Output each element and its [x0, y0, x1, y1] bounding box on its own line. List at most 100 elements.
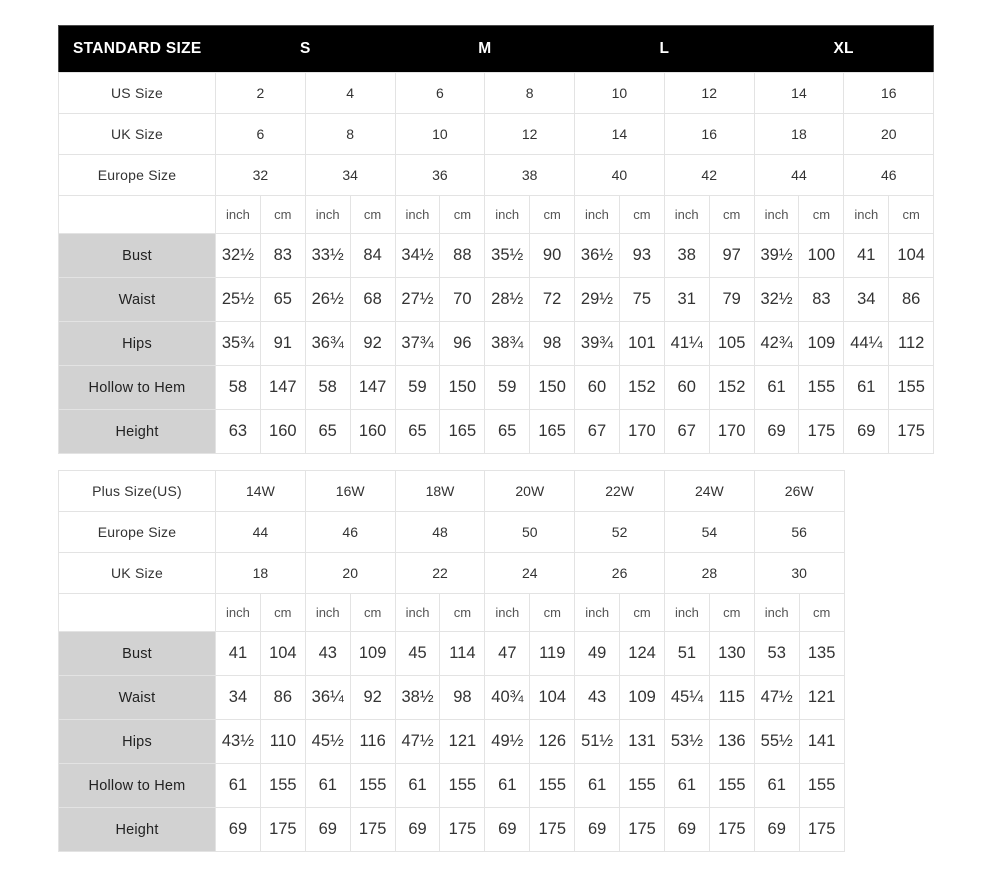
- measure-cell: 91: [259, 321, 306, 366]
- header-group-m: M: [395, 25, 575, 73]
- size-cell: 14W: [215, 470, 306, 512]
- measure-cell: 170: [618, 409, 665, 454]
- measure-cell: 109: [619, 675, 665, 720]
- size-cell: 44: [215, 511, 306, 553]
- measure-cell: 119: [529, 631, 576, 676]
- measure-cell: 114: [439, 631, 486, 676]
- measure-cell: 175: [259, 807, 306, 852]
- table-row: US Size 2 4 6 8 10 12 14 16: [58, 72, 935, 114]
- unit-row: inch cm inch cm inch cm inch cm inch cm inch cm inch…: [58, 195, 935, 234]
- measure-cell: 93: [618, 233, 665, 278]
- measure-cell: 32½: [753, 277, 800, 322]
- size-cell: 10: [394, 113, 486, 155]
- unit-cell-inch: inch: [753, 195, 800, 234]
- row-label: Hollow to Hem: [58, 763, 216, 808]
- table-row: UK Size 18 20 22 24 26 28 30: [58, 552, 845, 594]
- measure-cell: 86: [888, 277, 935, 322]
- table-row: Europe Size 44 46 48 50 52 54 56: [58, 511, 845, 553]
- measure-cell: 27½: [394, 277, 441, 322]
- size-cell: 26W: [753, 470, 845, 512]
- measure-cell: 41¼: [663, 321, 710, 366]
- table-row: Plus Size(US) 14W 16W 18W 20W 22W 24W 26W: [58, 470, 845, 512]
- measure-cell: 49½: [484, 719, 531, 764]
- measure-cell: 105: [708, 321, 755, 366]
- measure-cell: 150: [529, 365, 576, 410]
- measure-cell: 165: [439, 409, 486, 454]
- table-row: Europe Size 32 34 36 38 40 42 44 46: [58, 154, 935, 196]
- size-cell: 42: [663, 154, 755, 196]
- measure-cell: 38: [663, 233, 710, 278]
- measure-cell: 121: [439, 719, 486, 764]
- measure-cell: 25½: [215, 277, 261, 322]
- measure-cell: 175: [349, 807, 396, 852]
- header-title: STANDARD SIZE: [58, 25, 216, 73]
- size-cell: 4: [304, 72, 396, 114]
- measure-cell: 155: [888, 365, 935, 410]
- measure-cell: 109: [798, 321, 845, 366]
- measure-cell: 101: [618, 321, 665, 366]
- measure-cell: 175: [708, 807, 755, 852]
- size-cell: 22: [394, 552, 486, 594]
- row-label: Bust: [58, 631, 216, 676]
- measure-cell: 68: [349, 277, 396, 322]
- header-group-l: L: [574, 25, 755, 73]
- measure-cell: 147: [349, 365, 396, 410]
- measure-cell: 61: [843, 365, 890, 410]
- measure-cell: 69: [753, 409, 800, 454]
- measure-cell: 67: [574, 409, 620, 454]
- size-cell: 14: [574, 113, 665, 155]
- unit-row-label: [58, 195, 216, 234]
- measure-cell: 115: [708, 675, 755, 720]
- measure-cell: 72: [529, 277, 576, 322]
- size-cell: 12: [484, 113, 576, 155]
- measure-cell: 175: [798, 409, 845, 454]
- measure-cell: 141: [798, 719, 845, 764]
- measure-cell: 45½: [304, 719, 351, 764]
- measure-cell: 60: [574, 365, 620, 410]
- header-group-xl: XL: [754, 25, 934, 73]
- row-label: Europe Size: [58, 154, 216, 196]
- size-cell: 22W: [574, 470, 665, 512]
- measure-cell: 155: [349, 763, 396, 808]
- table-row: Hollow to Hem 58 147 58 147 59 150 59 150 60 152 60…: [58, 365, 935, 410]
- unit-cell-cm: cm: [798, 593, 845, 632]
- measure-cell: 69: [215, 807, 261, 852]
- measure-cell: 110: [259, 719, 306, 764]
- size-cell: 46: [304, 511, 396, 553]
- unit-cell-inch: inch: [843, 195, 890, 234]
- measure-cell: 42¾: [753, 321, 800, 366]
- measure-cell: 69: [304, 807, 351, 852]
- measure-cell: 28½: [484, 277, 531, 322]
- unit-cell-cm: cm: [708, 195, 755, 234]
- unit-cell-inch: inch: [304, 593, 351, 632]
- size-cell: 18: [753, 113, 845, 155]
- size-cell: 18W: [394, 470, 486, 512]
- measure-cell: 104: [529, 675, 576, 720]
- measure-cell: 160: [349, 409, 396, 454]
- size-cell: 6: [215, 113, 306, 155]
- measure-cell: 47: [484, 631, 531, 676]
- size-cell: 52: [574, 511, 665, 553]
- unit-cell-inch: inch: [394, 195, 441, 234]
- table-row: Height 63 160 65 160 65 165 65 165 67 170 67 170 69 17…: [58, 409, 935, 454]
- unit-cell-inch: inch: [215, 593, 261, 632]
- size-cell: 24W: [663, 470, 755, 512]
- measure-cell: 49: [574, 631, 621, 676]
- size-cell: 32: [215, 154, 306, 196]
- measure-cell: 65: [304, 409, 351, 454]
- size-cell: 36: [394, 154, 486, 196]
- measure-cell: 98: [439, 675, 486, 720]
- measure-cell: 155: [798, 763, 845, 808]
- measure-cell: 90: [529, 233, 576, 278]
- measure-cell: 104: [259, 631, 306, 676]
- measure-cell: 39¾: [574, 321, 620, 366]
- table-row: Height 69 175 69 175 69 175 69 175 69 175 69 175 69 17…: [58, 807, 845, 852]
- measure-cell: 65: [394, 409, 441, 454]
- measure-cell: 69: [663, 807, 710, 852]
- measure-cell: 47½: [394, 719, 441, 764]
- size-cell: 16W: [304, 470, 396, 512]
- size-cell: 44: [753, 154, 845, 196]
- measure-cell: 63: [215, 409, 261, 454]
- measure-cell: 37¾: [394, 321, 441, 366]
- size-cell: 6: [394, 72, 486, 114]
